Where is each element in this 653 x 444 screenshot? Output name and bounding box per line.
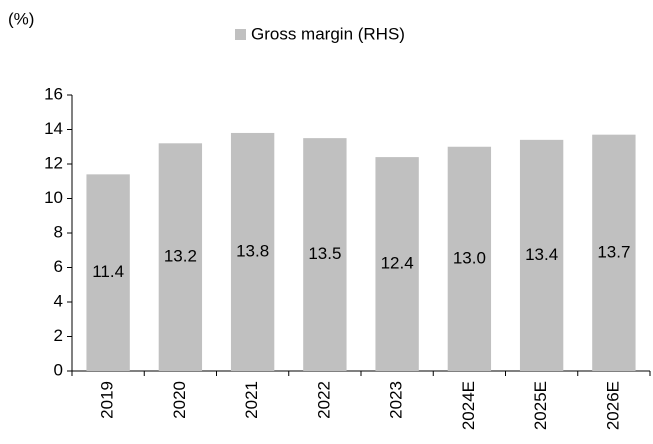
y-tick-label: 10 xyxy=(44,188,63,207)
x-tick-label: 2024E xyxy=(459,381,478,430)
data-label: 12.4 xyxy=(381,254,414,273)
bar xyxy=(519,139,564,371)
y-tick-label: 12 xyxy=(44,153,63,172)
legend-swatch xyxy=(235,29,246,40)
y-tick-label: 14 xyxy=(44,119,63,138)
data-label: 13.4 xyxy=(525,245,558,264)
bar xyxy=(303,138,347,371)
bar xyxy=(230,132,275,371)
data-label: 13.5 xyxy=(308,244,341,263)
unit-label: (%) xyxy=(8,9,34,28)
data-label: 13.2 xyxy=(164,247,197,266)
bar xyxy=(447,146,492,371)
data-label: 11.4 xyxy=(92,262,124,281)
y-tick-label: 8 xyxy=(54,222,63,241)
x-tick-label: 2026E xyxy=(603,381,622,430)
x-tick-label: 2025E xyxy=(531,381,550,430)
x-tick-label: 2019 xyxy=(98,381,117,419)
data-label: 13.7 xyxy=(597,242,630,261)
data-label: 13.8 xyxy=(236,241,269,260)
y-tick-label: 6 xyxy=(54,257,63,276)
y-tick-label: 2 xyxy=(54,326,63,345)
y-tick-label: 16 xyxy=(44,84,63,103)
bar xyxy=(375,157,419,371)
x-tick-label: 2022 xyxy=(314,381,333,419)
bar xyxy=(592,134,636,371)
data-label: 13.0 xyxy=(453,248,486,267)
x-tick-label: 2023 xyxy=(387,381,406,419)
x-tick-label: 2021 xyxy=(242,381,261,419)
y-tick-label: 4 xyxy=(54,291,63,310)
bar xyxy=(158,143,203,371)
bar xyxy=(86,174,130,371)
y-tick-label: 0 xyxy=(54,360,63,379)
x-tick-label: 2020 xyxy=(170,381,189,419)
legend-label: Gross margin (RHS) xyxy=(251,24,405,43)
